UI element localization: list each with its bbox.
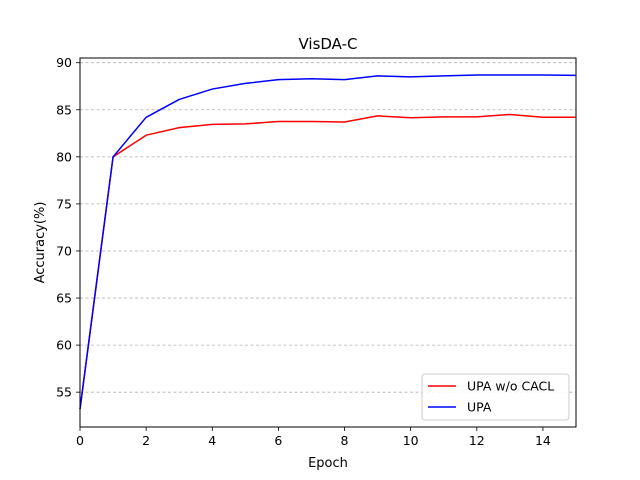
chart-title: VisDA-C bbox=[298, 35, 357, 53]
plot-frame bbox=[79, 57, 577, 428]
legend-label: UPA w/o CACL bbox=[467, 379, 554, 394]
x-tick-label: 2 bbox=[142, 433, 150, 448]
legend-box bbox=[421, 373, 570, 421]
x-axis-label: Epoch bbox=[308, 456, 348, 471]
series-line bbox=[79, 74, 577, 410]
x-tick-label: 12 bbox=[469, 433, 485, 448]
series-lines bbox=[79, 74, 577, 410]
grid-lines bbox=[80, 62, 576, 393]
y-tick-label: 80 bbox=[56, 149, 72, 164]
x-tick-label: 6 bbox=[274, 433, 282, 448]
y-tick-label: 70 bbox=[56, 243, 72, 258]
x-tick-label: 0 bbox=[76, 433, 84, 448]
x-tick-label: 8 bbox=[341, 433, 349, 448]
y-tick-label: 60 bbox=[56, 338, 72, 353]
y-axis-label: Accuracy(%) bbox=[33, 202, 48, 284]
y-tick-label: 55 bbox=[56, 385, 72, 400]
series-line bbox=[79, 113, 576, 410]
y-tick-label: 85 bbox=[56, 102, 72, 117]
x-axis-ticks: 0 2 4 6 8 10 12 14 bbox=[76, 427, 551, 448]
y-axis-ticks: 55 60 65 70 75 80 85 90 bbox=[56, 55, 80, 400]
x-tick-label: 10 bbox=[403, 433, 419, 448]
legend-label: UPA bbox=[467, 400, 492, 415]
y-tick-label: 90 bbox=[56, 55, 72, 70]
y-tick-label: 65 bbox=[56, 291, 72, 306]
legend: UPA w/o CACL UPA bbox=[421, 373, 570, 421]
y-tick-label: 75 bbox=[56, 196, 72, 211]
x-tick-label: 4 bbox=[208, 433, 216, 448]
x-tick-label: 14 bbox=[535, 433, 551, 448]
